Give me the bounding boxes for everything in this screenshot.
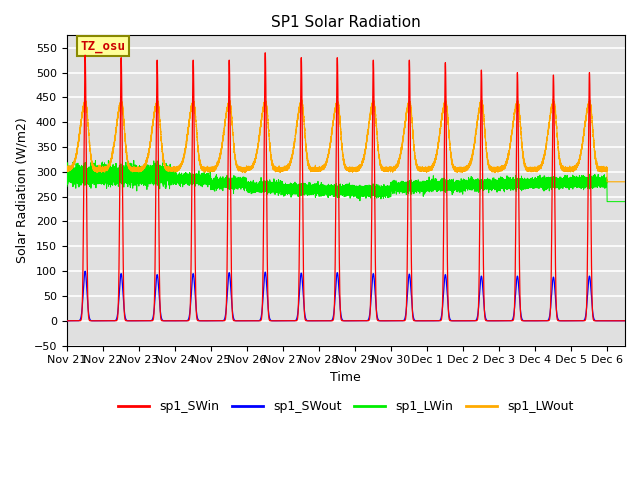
Title: SP1 Solar Radiation: SP1 Solar Radiation <box>271 15 420 30</box>
Legend: sp1_SWin, sp1_SWout, sp1_LWin, sp1_LWout: sp1_SWin, sp1_SWout, sp1_LWin, sp1_LWout <box>113 396 579 418</box>
Text: TZ_osu: TZ_osu <box>81 40 125 53</box>
Y-axis label: Solar Radiation (W/m2): Solar Radiation (W/m2) <box>15 118 28 264</box>
X-axis label: Time: Time <box>330 371 361 384</box>
